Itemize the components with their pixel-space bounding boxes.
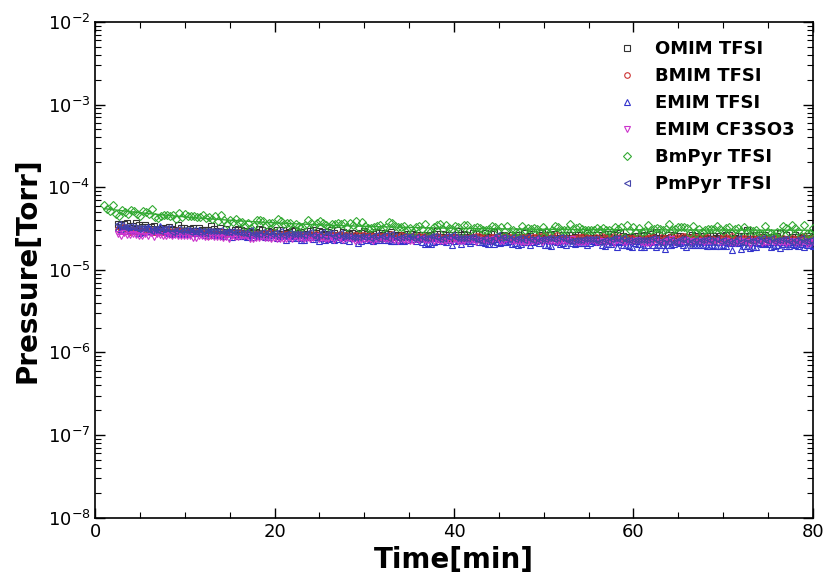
Line: BMIM TFSI: BMIM TFSI bbox=[115, 225, 815, 243]
BMIM TFSI bbox=[119, 224, 129, 231]
EMIM CF3SO3 bbox=[178, 233, 189, 240]
EMIM TFSI bbox=[808, 243, 818, 250]
BMIM TFSI bbox=[173, 226, 183, 233]
BMIM TFSI bbox=[333, 232, 343, 239]
Line: OMIM TFSI: OMIM TFSI bbox=[115, 220, 815, 242]
EMIM TFSI bbox=[178, 229, 189, 236]
PmPyr TFSI bbox=[685, 240, 695, 247]
EMIM CF3SO3 bbox=[789, 240, 799, 247]
PmPyr TFSI bbox=[176, 228, 186, 235]
Line: EMIM TFSI: EMIM TFSI bbox=[115, 223, 815, 252]
BmPyr TFSI bbox=[799, 221, 809, 228]
PmPyr TFSI bbox=[329, 232, 339, 239]
Line: PmPyr TFSI: PmPyr TFSI bbox=[115, 221, 815, 246]
PmPyr TFSI bbox=[112, 220, 122, 228]
EMIM CF3SO3 bbox=[173, 232, 183, 239]
BmPyr TFSI bbox=[808, 224, 818, 231]
Line: EMIM CF3SO3: EMIM CF3SO3 bbox=[115, 230, 815, 247]
BMIM TFSI bbox=[296, 230, 306, 238]
PmPyr TFSI bbox=[170, 228, 180, 235]
OMIM TFSI bbox=[793, 233, 803, 240]
EMIM CF3SO3 bbox=[212, 234, 222, 241]
EMIM CF3SO3 bbox=[112, 230, 122, 238]
OMIM TFSI bbox=[178, 225, 189, 232]
X-axis label: Time[min]: Time[min] bbox=[374, 546, 534, 574]
EMIM TFSI bbox=[212, 230, 222, 238]
EMIM CF3SO3 bbox=[802, 240, 812, 248]
EMIM CF3SO3 bbox=[296, 235, 306, 242]
Legend: OMIM TFSI, BMIM TFSI, EMIM TFSI, EMIM CF3SO3, BmPyr TFSI, PmPyr TFSI: OMIM TFSI, BMIM TFSI, EMIM TFSI, EMIM CF… bbox=[604, 31, 804, 202]
PmPyr TFSI bbox=[808, 239, 818, 246]
BmPyr TFSI bbox=[282, 220, 292, 227]
BMIM TFSI bbox=[793, 235, 803, 242]
OMIM TFSI bbox=[122, 219, 132, 226]
BMIM TFSI bbox=[178, 230, 189, 237]
EMIM TFSI bbox=[333, 236, 343, 243]
BmPyr TFSI bbox=[480, 227, 490, 234]
EMIM TFSI bbox=[173, 229, 183, 236]
OMIM TFSI bbox=[112, 220, 122, 228]
OMIM TFSI bbox=[296, 229, 306, 236]
BmPyr TFSI bbox=[618, 233, 628, 240]
EMIM TFSI bbox=[296, 237, 306, 244]
BMIM TFSI bbox=[112, 226, 122, 233]
EMIM TFSI bbox=[155, 222, 165, 229]
BmPyr TFSI bbox=[231, 215, 241, 222]
BMIM TFSI bbox=[212, 230, 222, 238]
EMIM CF3SO3 bbox=[808, 239, 818, 246]
Line: BmPyr TFSI: BmPyr TFSI bbox=[101, 202, 815, 240]
BmPyr TFSI bbox=[580, 227, 590, 234]
EMIM TFSI bbox=[112, 225, 122, 232]
BMIM TFSI bbox=[745, 236, 755, 243]
OMIM TFSI bbox=[808, 233, 818, 240]
OMIM TFSI bbox=[333, 227, 343, 234]
OMIM TFSI bbox=[173, 222, 183, 229]
OMIM TFSI bbox=[778, 236, 788, 243]
PmPyr TFSI bbox=[789, 236, 799, 243]
EMIM CF3SO3 bbox=[146, 230, 156, 237]
PmPyr TFSI bbox=[293, 231, 303, 238]
BMIM TFSI bbox=[808, 235, 818, 242]
PmPyr TFSI bbox=[209, 227, 219, 234]
EMIM CF3SO3 bbox=[333, 233, 343, 240]
BmPyr TFSI bbox=[715, 225, 725, 232]
EMIM TFSI bbox=[793, 243, 803, 250]
BmPyr TFSI bbox=[99, 201, 109, 208]
EMIM TFSI bbox=[727, 246, 737, 253]
Y-axis label: Pressure[Torr]: Pressure[Torr] bbox=[14, 157, 42, 383]
OMIM TFSI bbox=[212, 228, 222, 235]
